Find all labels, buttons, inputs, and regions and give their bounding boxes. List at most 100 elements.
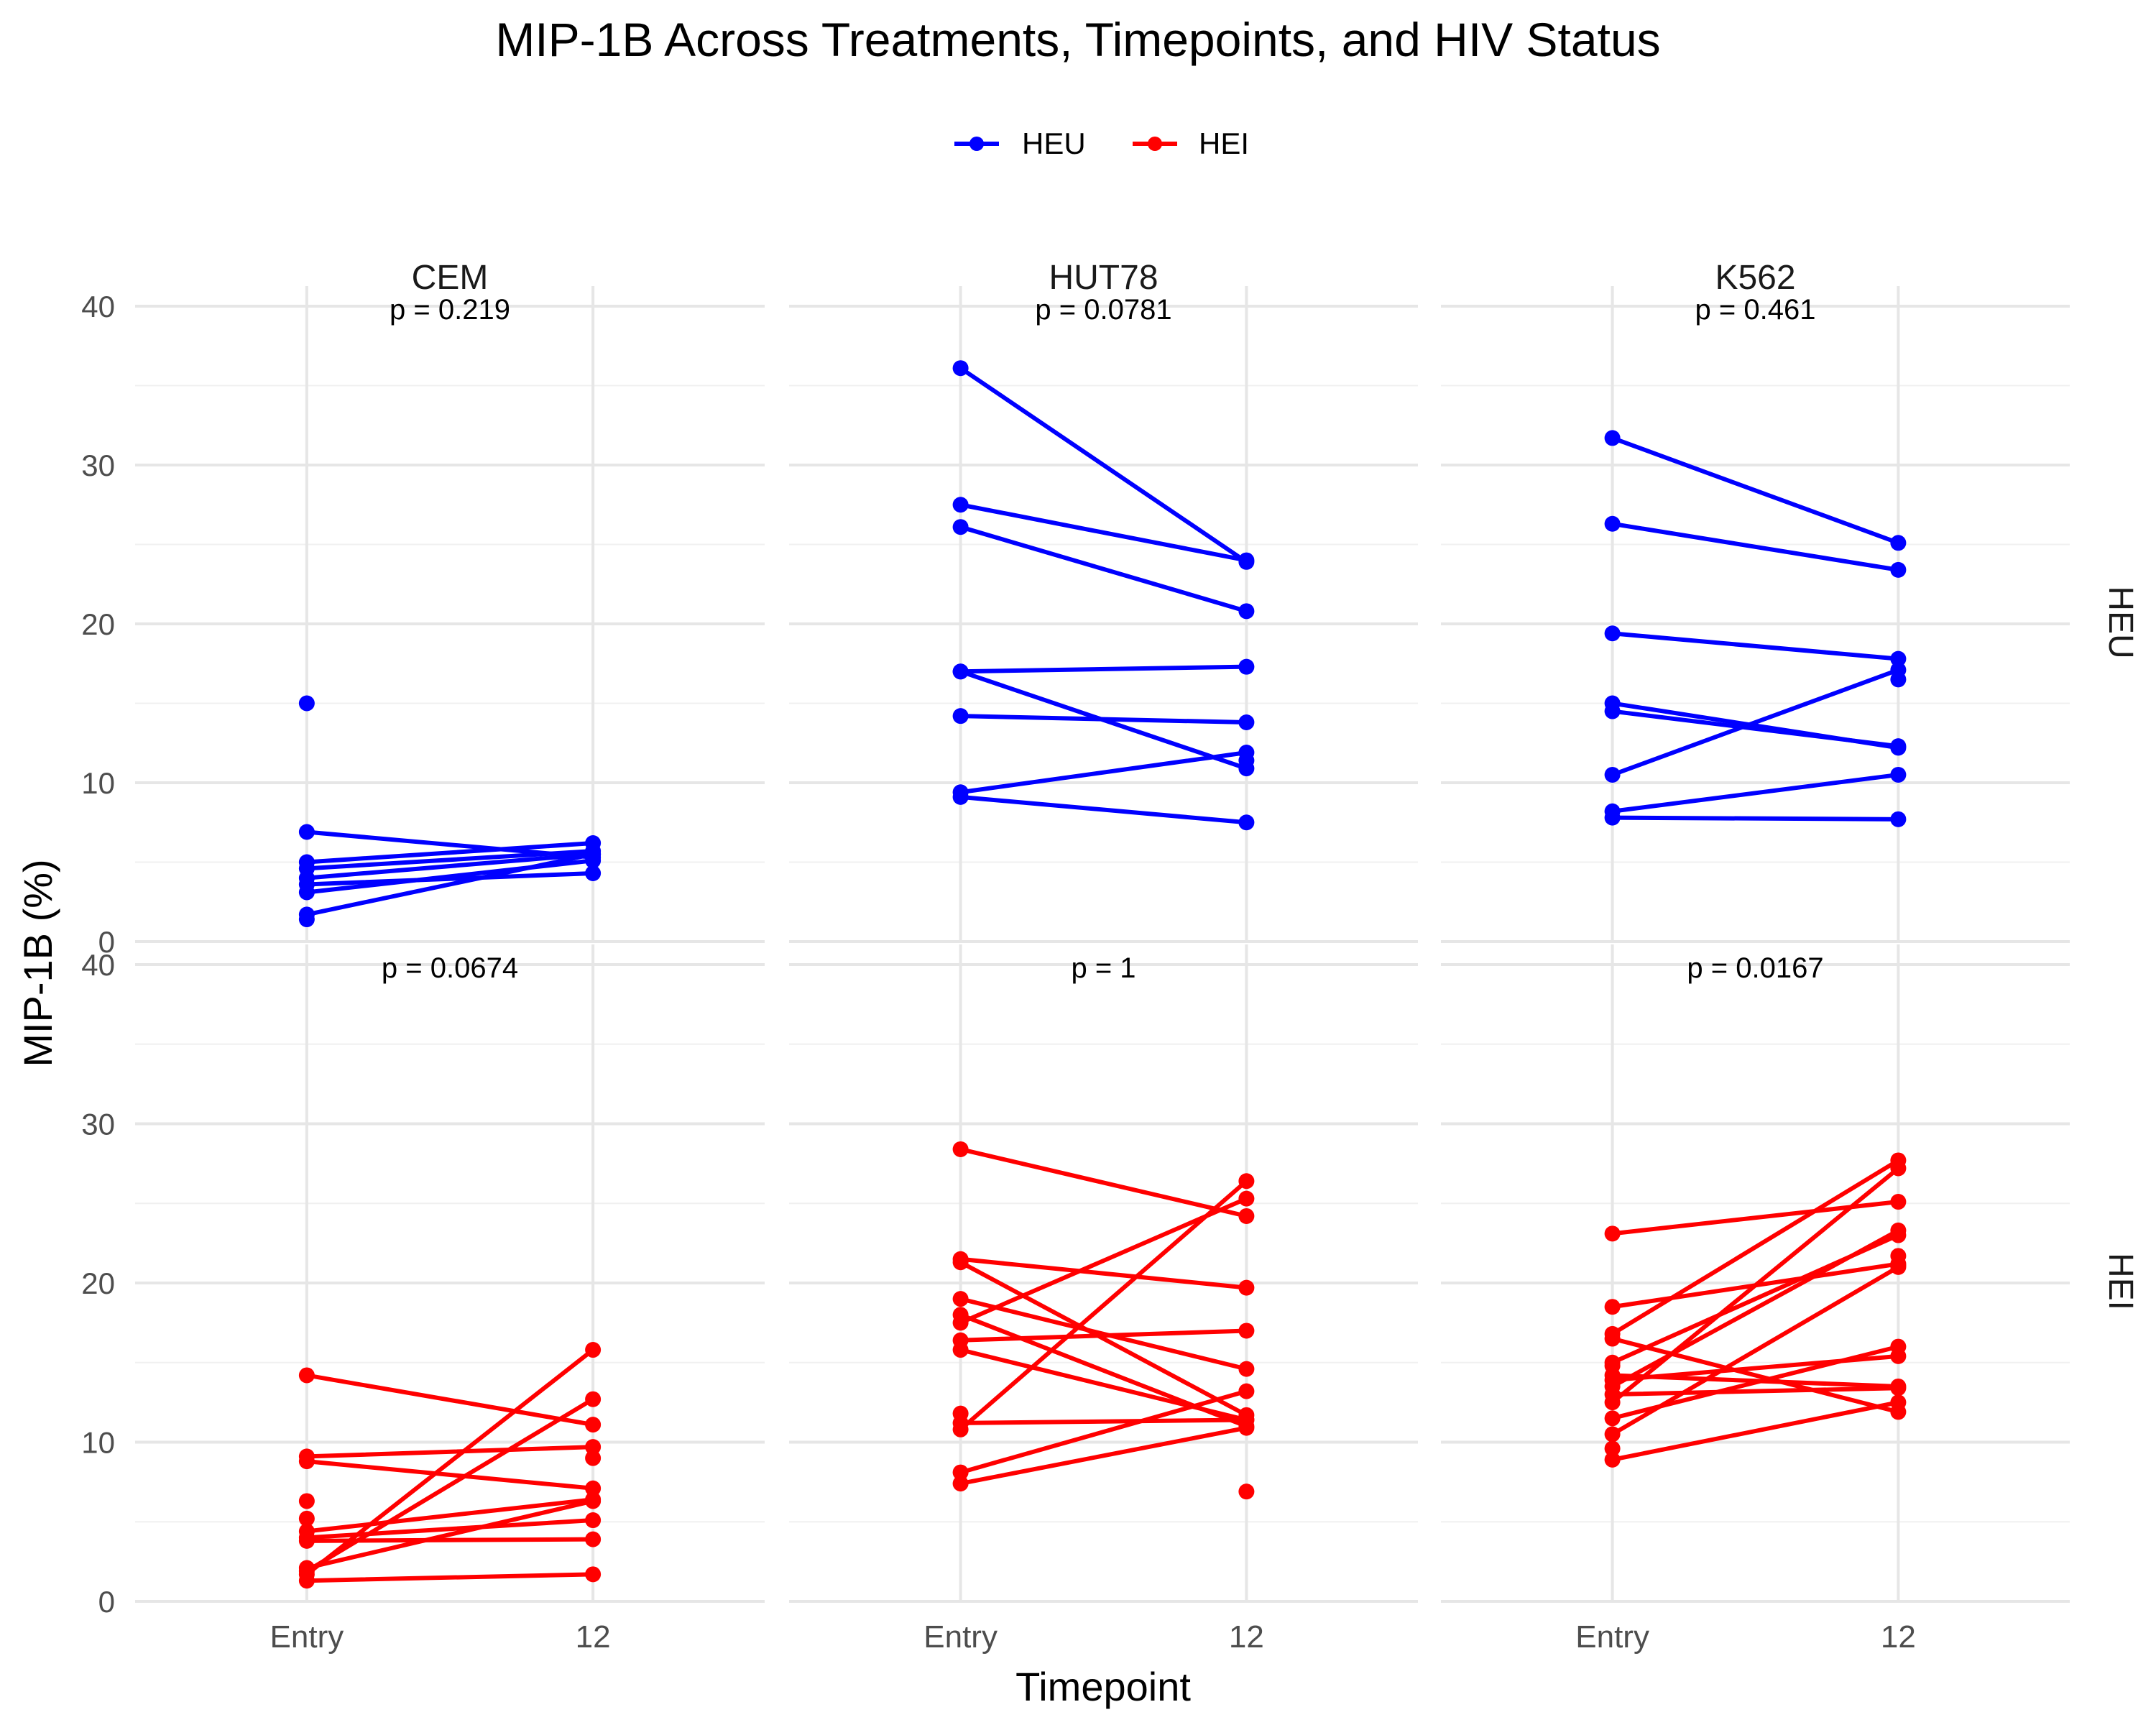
data-point-entry <box>952 1141 969 1157</box>
subject-line <box>958 1146 1249 1218</box>
p-value-label: p = 1 <box>1071 952 1135 984</box>
data-point-12 <box>585 1566 602 1583</box>
subject-line <box>958 1417 1249 1425</box>
subject-line <box>958 1348 1249 1422</box>
data-point-12 <box>585 1439 602 1455</box>
data-point-12 <box>1238 814 1255 831</box>
data-point-12 <box>585 1512 602 1529</box>
data-point-entry <box>298 1453 315 1470</box>
data-point-entry <box>1604 1394 1621 1411</box>
y-tick-label: 10 <box>81 766 115 800</box>
subject-line <box>958 1260 1249 1417</box>
data-point-entry <box>1604 1440 1621 1457</box>
data-point-12 <box>585 1480 602 1496</box>
data-point-12 <box>585 1493 602 1509</box>
legend-label-heu: HEU <box>1022 126 1086 160</box>
subject-line <box>304 1497 596 1534</box>
data-point-entry <box>1604 1299 1621 1315</box>
data-point-12 <box>585 1342 602 1358</box>
subject-line <box>958 1389 1249 1475</box>
p-value-label: p = 0.461 <box>1695 294 1816 326</box>
data-point-entry <box>298 824 315 840</box>
data-point-entry <box>1604 1410 1621 1427</box>
data-point-entry <box>1604 515 1621 532</box>
data-point-entry <box>1604 1225 1621 1242</box>
data-point-12 <box>585 846 602 862</box>
facet-strip-hut78: HUT78 <box>1049 259 1158 297</box>
subject-line <box>304 849 596 871</box>
subject-line <box>958 750 1249 795</box>
subject-line <box>958 1256 1249 1290</box>
y-tick-label: 0 <box>98 1585 115 1619</box>
data-point-entry <box>1604 766 1621 783</box>
data-point-12 <box>1238 1420 1255 1436</box>
data-point-entry <box>298 1510 315 1527</box>
data-point-12 <box>585 865 602 881</box>
data-point-entry <box>952 1464 969 1481</box>
subject-line <box>304 1445 596 1459</box>
data-point-12 <box>1238 1173 1255 1190</box>
panel-k562-heu: p = 0.461 <box>1441 286 2070 943</box>
subject-line <box>958 1425 1249 1486</box>
subject-line <box>304 1397 596 1573</box>
data-point-entry <box>1604 1358 1621 1374</box>
subject-line <box>1610 815 1901 822</box>
panel-hut78-heu: p = 0.0781 <box>789 286 1418 943</box>
data-point-12 <box>1238 753 1255 769</box>
data-point-12 <box>1890 1222 1907 1238</box>
subject-line <box>1610 1400 1901 1462</box>
legend-marker-heu <box>969 137 984 151</box>
data-point-12 <box>1890 1194 1907 1210</box>
panel-hut78-hei: p = 1 <box>789 944 1418 1603</box>
x-tick-label: 12 <box>1229 1619 1264 1655</box>
data-point-entry <box>298 1493 315 1509</box>
subject-line <box>958 525 1249 614</box>
data-point-12 <box>1238 603 1255 620</box>
facet-strip-k562: K562 <box>1715 259 1795 297</box>
data-point-entry <box>298 1367 315 1384</box>
subject-line <box>1610 1158 1901 1336</box>
subject-line <box>304 1572 596 1583</box>
subject-line <box>958 714 1249 725</box>
data-point-12 <box>1238 1484 1255 1500</box>
subject-line <box>958 502 1249 563</box>
y-tick-label: 20 <box>81 607 115 641</box>
data-point-12 <box>1890 1394 1907 1411</box>
legend-label-hei: HEI <box>1199 126 1249 160</box>
y-tick-label: 40 <box>81 290 115 323</box>
x-tick-label: Entry <box>923 1619 998 1655</box>
data-point-entry <box>952 1405 969 1422</box>
subject-line <box>1610 1386 1901 1397</box>
data-point-12 <box>1238 714 1255 731</box>
data-point-entry <box>1604 1330 1621 1347</box>
subject-line <box>1610 1264 1901 1437</box>
subject-line <box>304 840 596 865</box>
data-point-12 <box>1890 650 1907 667</box>
subject-line <box>304 1373 596 1427</box>
data-point-entry <box>298 1532 315 1549</box>
p-value-label: p = 0.0674 <box>382 952 518 984</box>
x-axis-label: Timepoint <box>1015 1664 1191 1709</box>
data-point-12 <box>585 1531 602 1547</box>
legend-entry-hei: HEI <box>1133 126 1249 160</box>
subject-line <box>958 366 1249 564</box>
data-point-entry <box>952 1421 969 1438</box>
data-point-entry <box>1604 625 1621 642</box>
data-point-12 <box>1238 1361 1255 1377</box>
subject-line <box>1610 1166 1901 1405</box>
subject-line <box>304 1459 596 1491</box>
data-point-12 <box>1890 766 1907 783</box>
data-point-entry <box>952 360 969 377</box>
data-point-entry <box>952 1342 969 1358</box>
data-point-12 <box>1890 535 1907 551</box>
subject-line <box>1610 1336 1901 1414</box>
y-tick-label: 30 <box>81 1108 115 1141</box>
data-point-12 <box>1890 1160 1907 1177</box>
data-point-entry <box>1604 1451 1621 1468</box>
data-point-12 <box>1238 1322 1255 1339</box>
y-tick-label: 10 <box>81 1426 115 1460</box>
data-point-12 <box>1890 738 1907 755</box>
facet-strip-row-hei: HEI <box>2101 1253 2139 1310</box>
y-tick-label: 40 <box>81 948 115 982</box>
